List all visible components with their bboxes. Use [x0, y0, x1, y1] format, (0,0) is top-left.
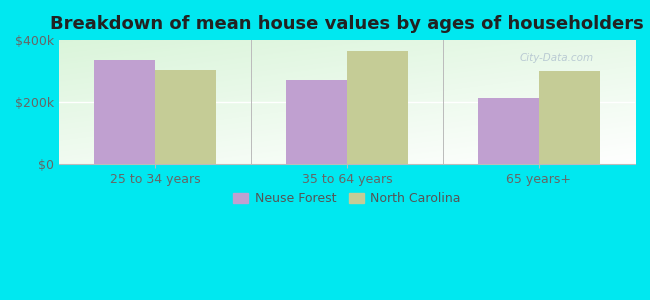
Text: City-Data.com: City-Data.com — [520, 53, 594, 63]
Bar — [347, 51, 408, 164]
Bar — [478, 98, 539, 164]
Bar — [539, 71, 601, 164]
Bar — [94, 60, 155, 164]
Bar — [285, 80, 347, 164]
Title: Breakdown of mean house values by ages of householders: Breakdown of mean house values by ages o… — [50, 15, 644, 33]
Bar — [155, 70, 216, 164]
Legend: Neuse Forest, North Carolina: Neuse Forest, North Carolina — [229, 187, 465, 210]
